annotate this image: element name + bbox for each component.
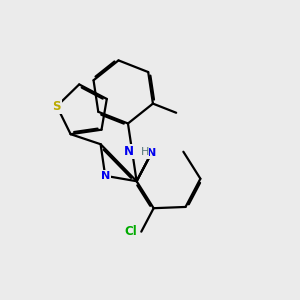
Text: H: H — [140, 147, 149, 157]
Text: Cl: Cl — [124, 225, 137, 238]
Text: N: N — [124, 146, 134, 158]
Text: N: N — [100, 171, 110, 181]
Text: S: S — [52, 100, 61, 113]
Text: N: N — [147, 148, 156, 158]
